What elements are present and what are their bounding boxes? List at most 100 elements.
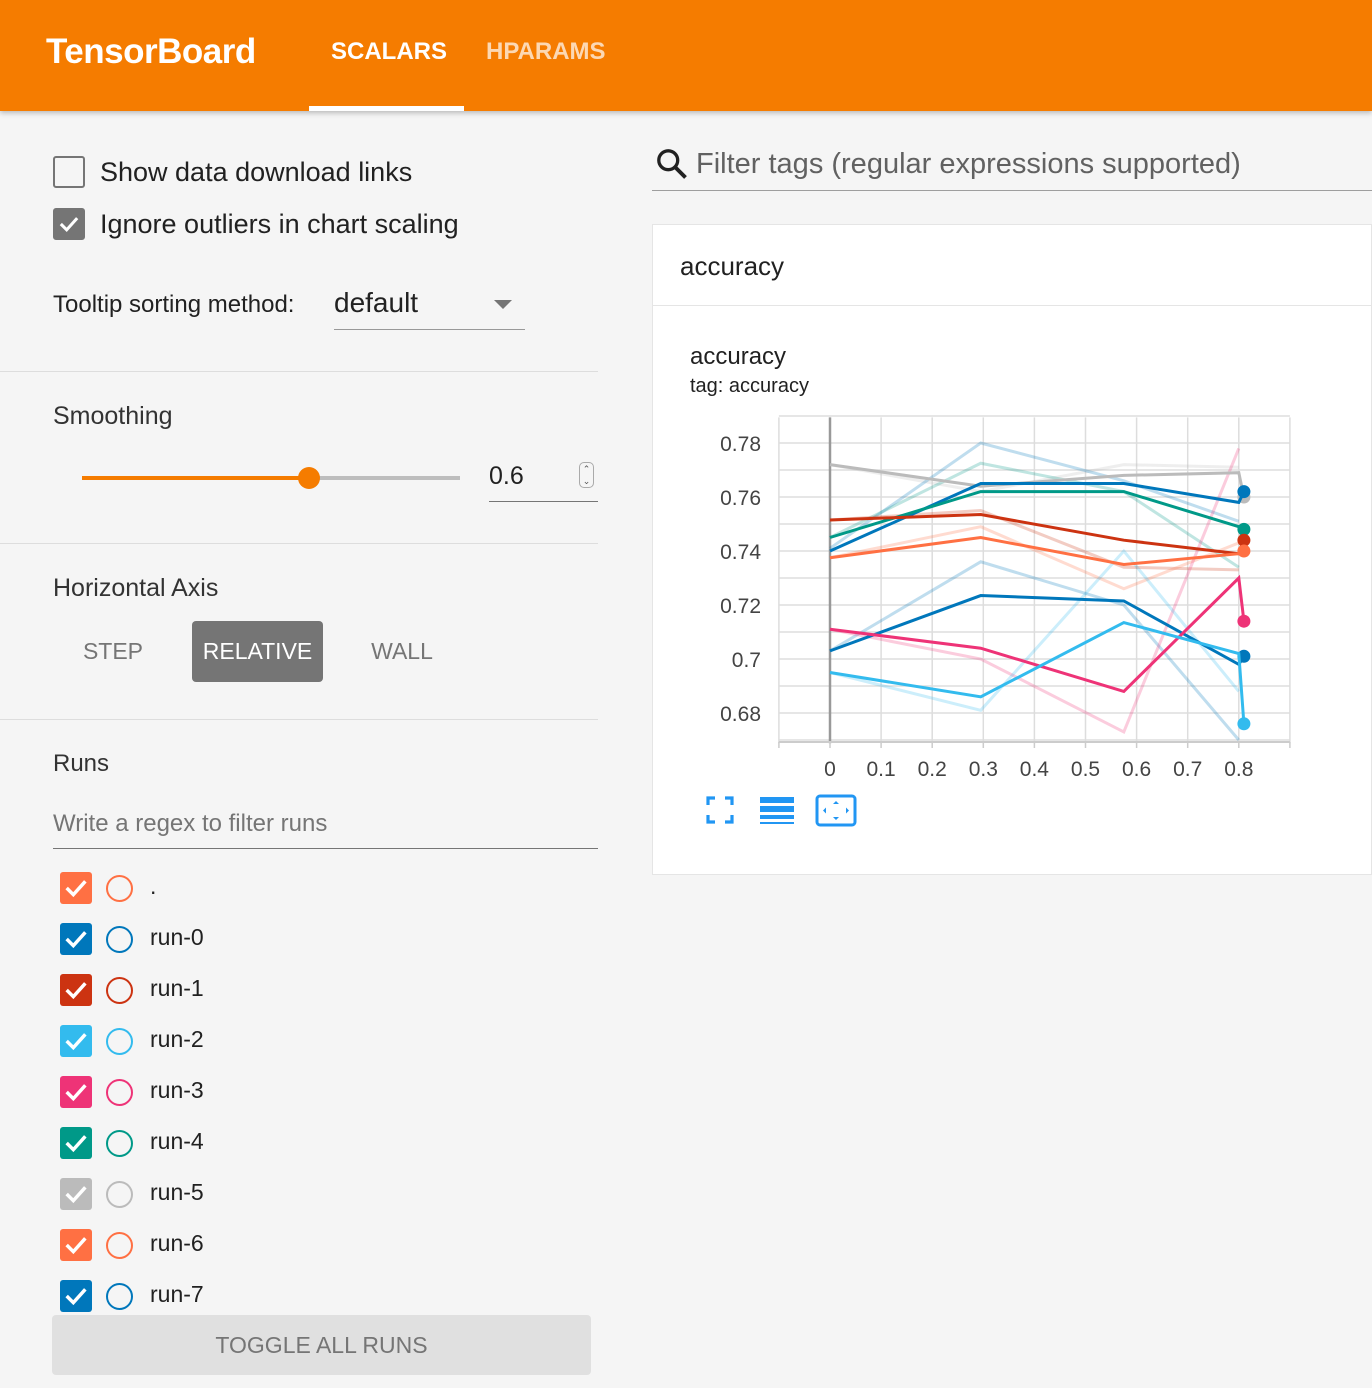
log-scale-icon[interactable] [760, 795, 794, 825]
y-tick-label: 0.78 [720, 433, 761, 456]
raw-line-run-5 [829, 463, 1239, 494]
accuracy-chart[interactable]: 0 0.1 0.2 0.3 0.4 0.5 0.6 0.7 0.8 0.78 0.76 0.74 0.7… [700, 410, 1300, 790]
run-checkbox[interactable] [60, 1178, 92, 1210]
run-color-radio[interactable] [106, 1079, 133, 1106]
top-bar: TensorBoard SCALARS HPARAMS [0, 0, 1372, 111]
runs-title: Runs [53, 750, 110, 777]
raw-line-run-0 [829, 441, 1240, 550]
ignore-outliers-checkbox[interactable] [53, 208, 85, 240]
check-icon [65, 1033, 87, 1051]
smoothed-line-run-3 [829, 574, 1246, 694]
dropdown-arrow-icon [494, 300, 512, 309]
x-tick-label: 0.7 [1173, 758, 1202, 781]
brand-logo: TensorBoard [46, 32, 256, 71]
x-tick-label: 0.1 [866, 758, 895, 781]
run-color-radio[interactable] [106, 1181, 133, 1208]
run-name: run-6 [150, 1230, 204, 1256]
chart-card: accuracy accuracy tag: accuracy [652, 224, 1372, 875]
run-color-radio[interactable] [106, 1283, 133, 1310]
x-tick-label: 0.3 [969, 758, 998, 781]
run-checkbox[interactable] [60, 1127, 92, 1159]
run-color-radio[interactable] [106, 1232, 133, 1259]
check-icon [65, 931, 87, 949]
axis-wall-button[interactable]: WALL [371, 638, 433, 664]
last-point-run-0 [1237, 485, 1251, 499]
slider-thumb[interactable] [297, 467, 320, 489]
y-tick-label: 0.74 [720, 541, 761, 564]
show-download-links-label: Show data download links [100, 157, 413, 187]
last-point-run-2 [1237, 717, 1251, 731]
runs-filter-input[interactable]: Write a regex to filter runs [53, 800, 598, 849]
run-checkbox[interactable] [60, 1229, 92, 1261]
x-tick-label: 0 [824, 758, 836, 781]
run-checkbox[interactable] [60, 1280, 92, 1312]
y-tick-label: 0.68 [720, 703, 761, 726]
smoothing-slider[interactable] [82, 467, 460, 489]
run-name: run-3 [150, 1077, 204, 1103]
x-tick-label: 0.6 [1122, 758, 1151, 781]
run-color-radio[interactable] [106, 1130, 133, 1157]
smoothed-line-run-5 [829, 463, 1246, 498]
runs-filter-placeholder: Write a regex to filter runs [53, 810, 328, 837]
fit-domain-icon[interactable] [815, 794, 857, 827]
run-checkbox[interactable] [60, 1025, 92, 1057]
smoothed-line-run-2 [829, 620, 1246, 724]
run-name: run-0 [150, 924, 204, 950]
horizontal-axis-title: Horizontal Axis [53, 574, 219, 602]
y-tick-label: 0.72 [720, 595, 761, 618]
run-checkbox[interactable] [60, 974, 92, 1006]
chart-tag: tag: accuracy [690, 375, 809, 397]
axis-step-button[interactable]: STEP [82, 638, 144, 664]
toggle-all-runs-button[interactable]: TOGGLE ALL RUNS [52, 1315, 591, 1375]
divider [0, 371, 598, 372]
x-tick-label: 0.8 [1224, 758, 1253, 781]
run-color-radio[interactable] [106, 977, 133, 1004]
y-tick-label: 0.7 [732, 649, 761, 672]
run-name: run-7 [150, 1281, 204, 1307]
run-color-radio[interactable] [106, 1028, 133, 1055]
tag-filter-input[interactable]: Filter tags (regular expressions support… [652, 140, 1372, 191]
card-header[interactable]: accuracy [653, 225, 1372, 306]
smoothing-value: 0.6 [489, 462, 524, 490]
run-color-radio[interactable] [106, 875, 133, 902]
slider-fill [82, 476, 309, 480]
x-tick-label: 0.2 [918, 758, 947, 781]
chart-title: accuracy [690, 343, 787, 370]
check-icon [59, 217, 79, 233]
last-point-run-3 [1237, 614, 1251, 628]
x-tick-label: 0.4 [1020, 758, 1050, 781]
axis-relative-button[interactable]: RELATIVE [192, 621, 323, 682]
tab-scalars[interactable]: SCALARS [331, 38, 448, 65]
smoothed-line-run-7 [829, 594, 1246, 667]
run-name: run-4 [150, 1128, 204, 1154]
run-name: . [150, 873, 157, 899]
tooltip-sorting-label: Tooltip sorting method: [53, 291, 295, 318]
raw-line-. [829, 525, 1240, 591]
check-icon [65, 1237, 87, 1255]
run-checkbox[interactable] [60, 923, 92, 955]
run-name: run-1 [150, 975, 204, 1001]
x-tick-label: 0.5 [1071, 758, 1100, 781]
divider [0, 719, 598, 720]
last-point-. [1237, 544, 1251, 558]
fullscreen-icon[interactable] [705, 795, 735, 825]
run-color-radio[interactable] [106, 926, 133, 953]
last-point-run-4 [1237, 522, 1251, 536]
raw-line-run-3 [829, 447, 1241, 734]
last-point-run-1 [1237, 533, 1251, 547]
divider [0, 543, 598, 544]
smoothing-title: Smoothing [53, 402, 173, 430]
raw-line-run-4 [829, 461, 1240, 569]
check-icon [65, 982, 87, 1000]
tooltip-sorting-select[interactable]: default [334, 283, 525, 330]
show-download-links-checkbox[interactable] [53, 156, 85, 188]
spinner-icon[interactable]: ⌃ ⌄ [579, 462, 594, 488]
ignore-outliers-label: Ignore outliers in chart scaling [100, 209, 459, 239]
smoothing-input[interactable]: 0.6 ⌃ ⌄ [489, 458, 598, 502]
tab-hparams[interactable]: HPARAMS [486, 38, 606, 65]
run-checkbox[interactable] [60, 872, 92, 904]
tag-filter-placeholder: Filter tags (regular expressions support… [696, 148, 1241, 180]
check-icon [65, 1186, 87, 1204]
run-name: run-5 [150, 1179, 204, 1205]
run-checkbox[interactable] [60, 1076, 92, 1108]
